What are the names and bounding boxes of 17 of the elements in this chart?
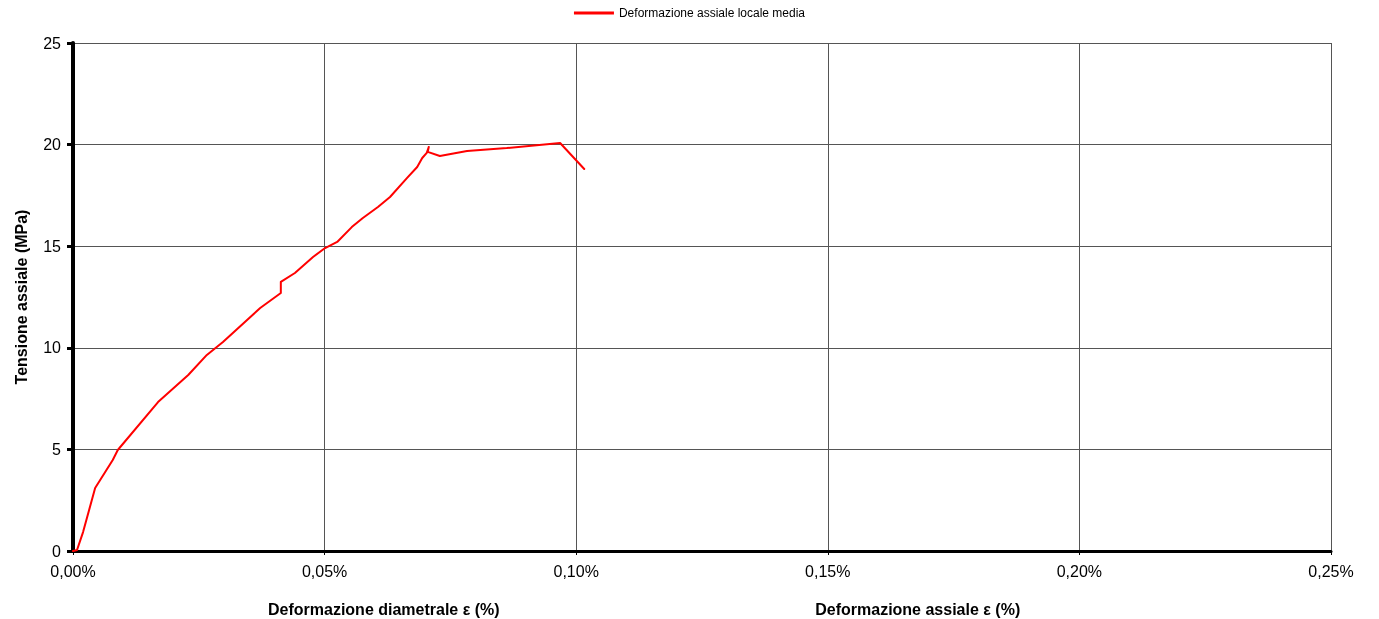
y-axis-title: Tensione assiale (MPa) <box>12 209 30 385</box>
legend-label: Deformazione assiale locale media <box>618 6 806 20</box>
y-tick-label: 15 <box>43 237 62 255</box>
line-series <box>72 141 586 552</box>
x-axis-title: Deformazione diametrale ε (%) <box>267 600 500 618</box>
x-tick-label: 0,10% <box>553 562 599 580</box>
text: Deformazione assiale ε (%) <box>815 600 1021 618</box>
x-tick-label: 0,15% <box>805 562 851 580</box>
y-tick-label: 20 <box>43 136 62 154</box>
x-tick-label: 0,20% <box>1056 562 1103 580</box>
y-tick-label: 0 <box>52 542 62 560</box>
y-tick-label: 25 <box>43 34 62 52</box>
x-tick-label: 0,05% <box>301 562 348 580</box>
y-tick-label: 5 <box>52 440 62 458</box>
x-tick-label: 0,00% <box>50 562 96 580</box>
x-tick-label: 0,25% <box>1308 562 1354 580</box>
y-tick-label: 10 <box>43 339 62 357</box>
